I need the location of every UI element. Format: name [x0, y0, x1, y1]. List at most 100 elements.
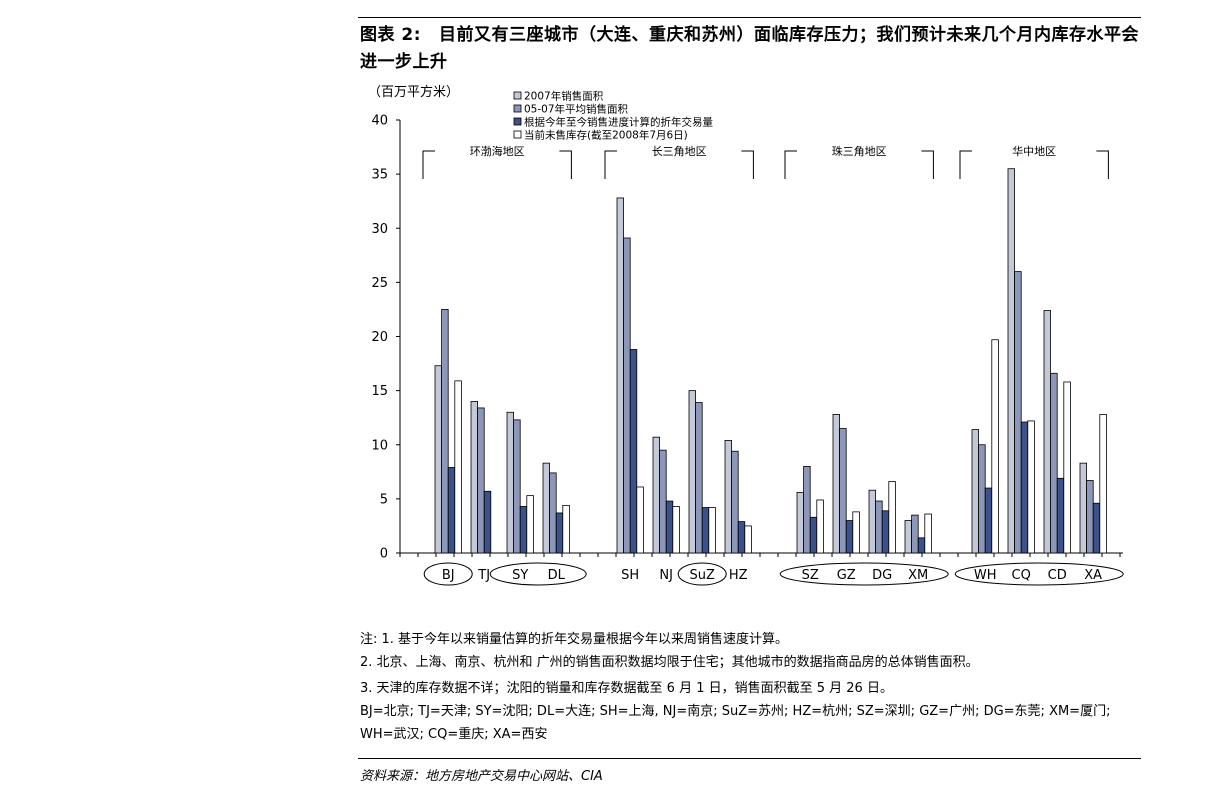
region-bracket-left	[422, 150, 435, 179]
bar-SY-series-1	[506, 411, 514, 554]
bar-CD-series-1	[1043, 310, 1051, 554]
region-bracket-right	[559, 150, 572, 179]
bar-NJ-series-3	[665, 500, 674, 554]
y-tick-label: 10	[371, 438, 388, 453]
legend-swatch	[513, 91, 522, 100]
note-line: 3. 天津的库存数据不详；沈阳的销量和库存数据截至 6 月 1 日，销售面积截至…	[360, 681, 893, 696]
bar-HZ-series-4	[744, 525, 752, 554]
bar-TJ-series-3	[483, 490, 492, 554]
category-group-ellipse	[489, 562, 587, 586]
bar-SZ-series-1	[796, 491, 804, 554]
bar-NJ-series-2	[659, 449, 667, 554]
bar-CD-series-2	[1050, 372, 1058, 554]
bar-chart: （百万平方米） 0 5 10 15 20 25 30 35 40 BJ TJ SY DL SH NJ SuZ HZ…	[368, 84, 1124, 586]
bar-GZ-series-1	[832, 414, 840, 554]
bar-SH-series-3	[629, 349, 638, 554]
note-line: BJ=北京; TJ=天津; SY=沈阳; DL=大连; SH=上海, NJ=南京…	[360, 704, 1111, 719]
chart-notes: 注: 1. 基于今年以来销量估算的折年交易量根据今年以来周销售速度计算。 2. …	[360, 628, 1140, 746]
bar-NJ-series-4	[672, 506, 680, 554]
x-category-label: TJ	[477, 568, 490, 583]
figure-title-block: 图表 2: 目前又有三座城市（大连、重庆和苏州）面临库存压力；我们预计未来几个月内…	[360, 22, 1140, 76]
bar-DL-series-4	[562, 504, 570, 554]
bar-CD-series-3	[1056, 477, 1065, 554]
bar-DG-series-4	[888, 481, 896, 554]
bar-GZ-series-4	[852, 511, 860, 554]
x-category-label: XA	[1084, 568, 1102, 583]
y-tick-label: 5	[380, 492, 388, 507]
bar-DG-series-3	[881, 510, 890, 554]
legend-swatch	[513, 104, 522, 113]
category-circle-SuZ	[677, 562, 727, 586]
bar-HZ-series-2	[731, 450, 739, 554]
bar-SZ-series-2	[803, 465, 811, 554]
bar-CQ-series-1	[1007, 168, 1015, 554]
y-unit-label: （百万平方米）	[368, 84, 459, 100]
x-category-label: GZ	[837, 568, 856, 583]
y-tick-label: 40	[371, 114, 388, 129]
bar-SuZ-series-1	[688, 390, 696, 554]
bar-BJ-series-4	[454, 380, 462, 554]
bar-GZ-series-3	[845, 520, 854, 554]
legend-label: 05-07年平均销售面积	[524, 103, 629, 116]
figure-label: 图表 2:	[360, 25, 422, 45]
figure-title: 目前又有三座城市（大连、重庆和苏州）面临库存压力；我们预计未来几个月内库存水平会…	[360, 25, 1140, 72]
bar-TJ-series-1	[470, 401, 478, 554]
bar-HZ-series-1	[724, 440, 732, 554]
bar-SY-series-3	[519, 506, 528, 554]
x-category-label: SZ	[802, 568, 819, 583]
y-tick-label: 20	[371, 330, 388, 345]
bar-SH-series-1	[616, 197, 624, 554]
x-category-label: CD	[1048, 568, 1067, 583]
x-category-label: SH	[621, 568, 639, 583]
x-category-label: WH	[974, 568, 997, 583]
region-label: 环渤海地区	[470, 144, 525, 158]
bar-WH-series-4	[991, 339, 999, 554]
x-category-label: CQ	[1012, 568, 1031, 583]
bar-SuZ-series-3	[701, 507, 710, 554]
legend-swatch	[513, 117, 522, 126]
bar-XM-series-2	[911, 514, 919, 554]
category-circle-BJ	[423, 562, 473, 586]
bar-XA-series-3	[1092, 502, 1101, 554]
bar-HZ-series-3	[737, 521, 746, 554]
bar-DG-series-1	[868, 489, 876, 554]
bar-TJ-series-2	[477, 407, 485, 554]
bar-NJ-series-1	[652, 436, 660, 554]
bar-DL-series-2	[549, 472, 557, 554]
bar-SuZ-series-4	[708, 507, 716, 554]
category-group-ellipse	[779, 562, 949, 586]
legend-label: 2007年销售面积	[524, 90, 604, 103]
x-category-label: BJ	[442, 568, 455, 583]
bar-DG-series-2	[875, 500, 883, 554]
bottom-rule	[358, 758, 1141, 759]
bar-CD-series-4	[1063, 381, 1071, 554]
region-label: 华中地区	[1012, 144, 1056, 158]
note-line: 注: 1. 基于今年以来销量估算的折年交易量根据今年以来周销售速度计算。	[360, 632, 789, 647]
note-line: 2. 北京、上海、南京、杭州和 广州的销售面积数据均限于住宅；其他城市的数据指商…	[360, 655, 979, 670]
region-bracket-right	[1096, 150, 1109, 179]
bar-SY-series-2	[513, 419, 521, 554]
bar-BJ-series-3	[447, 467, 456, 554]
bar-BJ-series-2	[441, 309, 449, 554]
legend-label: 当前未售库存(截至2008年7月6日)	[524, 129, 688, 142]
bar-BJ-series-1	[434, 365, 442, 554]
top-rule	[358, 17, 1141, 18]
category-group-ellipse	[954, 562, 1124, 586]
bar-WH-series-3	[984, 487, 993, 554]
bar-SuZ-series-2	[695, 402, 703, 554]
bar-CQ-series-2	[1014, 271, 1022, 554]
bar-SH-series-2	[623, 237, 631, 554]
bar-CQ-series-3	[1020, 421, 1029, 554]
legend-label: 根据今年至今销售进度计算的折年交易量	[524, 116, 713, 129]
y-tick-label: 25	[371, 276, 388, 291]
bar-XA-series-1	[1079, 462, 1087, 554]
region-bracket-right	[741, 150, 754, 179]
bar-GZ-series-2	[839, 428, 847, 554]
bar-DL-series-3	[555, 512, 564, 554]
bar-SZ-series-3	[809, 516, 818, 554]
source-note: 资料来源：地方房地产交易中心网站、CIA	[360, 769, 603, 784]
x-category-label: XM	[908, 568, 928, 583]
region-label: 长三角地区	[652, 145, 707, 158]
y-tick-label: 0	[380, 547, 388, 562]
y-tick-label: 15	[371, 384, 388, 399]
